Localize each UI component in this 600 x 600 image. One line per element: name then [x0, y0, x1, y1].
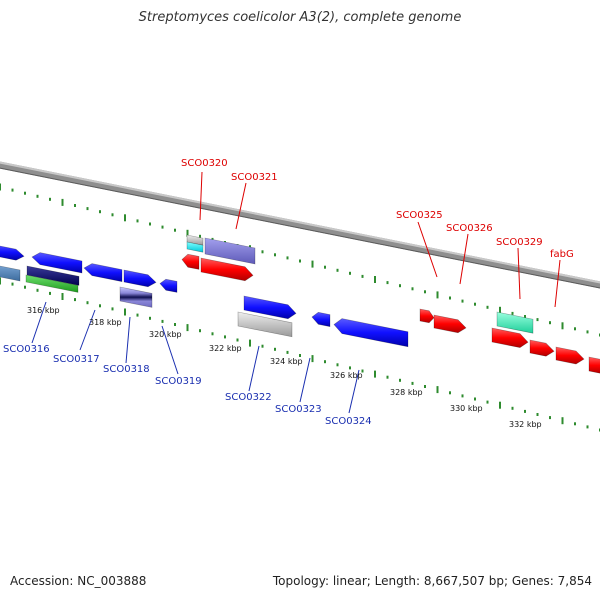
gene-fabg-arrow[interactable]	[555, 346, 585, 365]
gene-sco0322-arrow[interactable]	[243, 295, 297, 320]
genome-stats-label: Topology: linear; Length: 8,667,507 bp; …	[272, 574, 592, 588]
gene-label-sco0324[interactable]: SCO0324	[325, 416, 372, 427]
gene-label-sco0329[interactable]: SCO0329	[496, 237, 543, 248]
gene-sco0322b-box[interactable]	[237, 311, 293, 338]
gene-sco0317c-box[interactable]	[25, 274, 79, 293]
genome-title: Streptomyces coelicolor A3(2), complete …	[138, 10, 462, 25]
gene-label-sco0325[interactable]: SCO0325	[396, 210, 443, 221]
scale-label-328: 328 kbp	[390, 388, 423, 397]
gene-sco0318-arrow[interactable]	[83, 263, 123, 282]
gene-label-sco0320[interactable]: SCO0320	[181, 158, 228, 169]
gene-sco0321-box[interactable]	[204, 237, 256, 265]
gene-sco0323-arrow[interactable]	[311, 311, 331, 327]
gene-label-fabg[interactable]: fabG	[550, 249, 574, 260]
gene-sco0320b-box[interactable]	[186, 241, 204, 253]
bottom-gene-labels: SCO0316 SCO0317 SCO0318 SCO0319 SCO0322 …	[3, 344, 372, 427]
gene-sco0324-arrow[interactable]	[333, 318, 409, 348]
gene-sco0330-arrow[interactable]	[529, 339, 555, 357]
scale-label-320: 320 kbp	[149, 330, 182, 339]
gene-sco0321b-arrow[interactable]	[200, 257, 254, 282]
gene-sco0316-box[interactable]	[0, 264, 21, 282]
gene-label-sco0326[interactable]: SCO0326	[446, 223, 493, 234]
gene-label-sco0321[interactable]: SCO0321	[231, 172, 278, 183]
scale-label-326: 326 kbp	[330, 371, 363, 380]
gene-sco0329b-arrow[interactable]	[491, 327, 529, 348]
top-gene-labels: SCO0320 SCO0321 SCO0325 SCO0326 SCO0329 …	[181, 158, 574, 260]
gene-sco0317-arrow[interactable]	[31, 252, 83, 274]
scale-label-332: 332 kbp	[509, 420, 542, 429]
gene-label-sco0318[interactable]: SCO0318	[103, 364, 150, 375]
gene-label-sco0319[interactable]: SCO0319	[155, 376, 202, 387]
scale-label-324: 324 kbp	[270, 357, 303, 366]
gene-sco0317b-box[interactable]	[26, 265, 80, 286]
gene-sco0315-arrow[interactable]	[0, 244, 25, 261]
gene-sco0326-arrow[interactable]	[433, 314, 467, 334]
gene-sco0332-arrow[interactable]	[588, 356, 600, 374]
gene-sco0318b-arrow[interactable]	[123, 269, 157, 288]
gene-label-sco0323[interactable]: SCO0323	[275, 404, 322, 415]
gene-sco0329-box[interactable]	[496, 311, 534, 334]
scale-label-318: 318 kbp	[89, 318, 122, 327]
callout-lines	[31, 171, 561, 414]
scale-labels: 316 kbp 318 kbp 320 kbp 322 kbp 324 kbp …	[27, 306, 542, 429]
gene-sco0319-box[interactable]	[119, 286, 153, 308]
scale-label-316: 316 kbp	[27, 306, 60, 315]
genome-backbone	[0, 136, 600, 320]
scale-label-322: 322 kbp	[209, 344, 242, 353]
scale-label-330: 330 kbp	[450, 404, 483, 413]
tick-track-group	[0, 183, 600, 432]
gene-sco0320c-arrow[interactable]	[181, 253, 200, 270]
gene-sco0325-arrow[interactable]	[419, 308, 435, 324]
gene-label-sco0316[interactable]: SCO0316	[3, 344, 50, 355]
gene-sco0319b-arrow[interactable]	[159, 278, 178, 293]
gene-track	[0, 234, 600, 374]
gene-label-sco0317[interactable]: SCO0317	[53, 354, 100, 365]
gene-label-sco0322[interactable]: SCO0322	[225, 392, 272, 403]
accession-label: Accession: NC_003888	[10, 574, 147, 588]
